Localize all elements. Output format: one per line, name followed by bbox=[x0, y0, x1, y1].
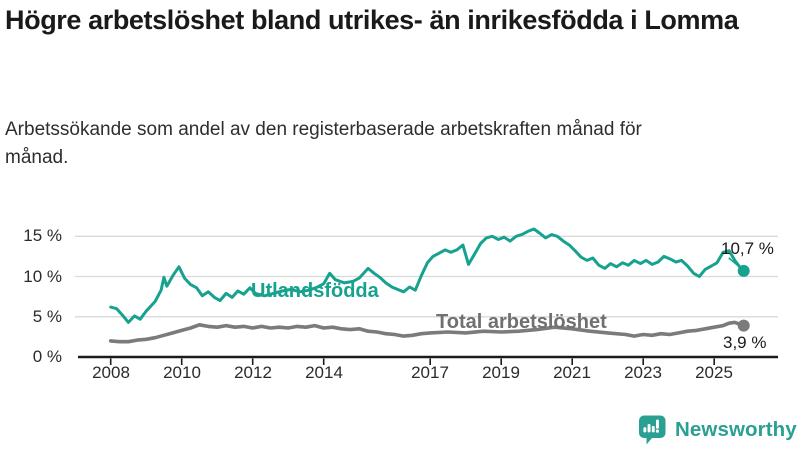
y-tick-label: 15 % bbox=[23, 226, 62, 245]
end-value-label-total: 3,9 % bbox=[723, 333, 767, 352]
newsworthy-logo: Newsworthy bbox=[637, 414, 797, 446]
page-title: Högre arbetslöshet bland utrikes- än inr… bbox=[5, 5, 739, 35]
x-tick-label: 2012 bbox=[234, 363, 272, 382]
chart-canvas bbox=[75, 227, 778, 365]
series-line-total bbox=[108, 320, 746, 344]
series-line-utlandsfodda bbox=[109, 227, 746, 324]
x-tick-label: 2010 bbox=[163, 363, 201, 382]
series-label-utlandsfodda: Utlandsfödda bbox=[251, 280, 379, 302]
series-end-dot-utlandsfodda bbox=[737, 264, 750, 277]
newsworthy-bubble-chart-icon bbox=[639, 415, 666, 445]
y-tick-label: 10 % bbox=[23, 267, 62, 286]
x-tick-label: 2014 bbox=[305, 363, 343, 382]
x-tick-label: 2017 bbox=[411, 363, 449, 382]
newsworthy-wordmark: Newsworthy bbox=[675, 418, 797, 441]
page-subtitle: Arbetssökande som andel av den registerb… bbox=[5, 119, 642, 168]
end-value-label-utlandsfodda: 10,7 % bbox=[721, 239, 774, 258]
series-end-dot-total bbox=[737, 319, 750, 332]
y-tick-label: 5 % bbox=[32, 307, 62, 326]
y-tick-label: 0 % bbox=[32, 347, 62, 366]
x-tick-label: 2019 bbox=[482, 363, 520, 382]
x-tick-label: 2023 bbox=[624, 363, 662, 382]
x-tick-label: 2008 bbox=[92, 363, 130, 382]
x-tick-label: 2021 bbox=[553, 363, 591, 382]
series-label-total-arbetsloshet: Total arbetslöshet bbox=[436, 311, 607, 333]
x-tick-label: 2025 bbox=[695, 363, 733, 382]
